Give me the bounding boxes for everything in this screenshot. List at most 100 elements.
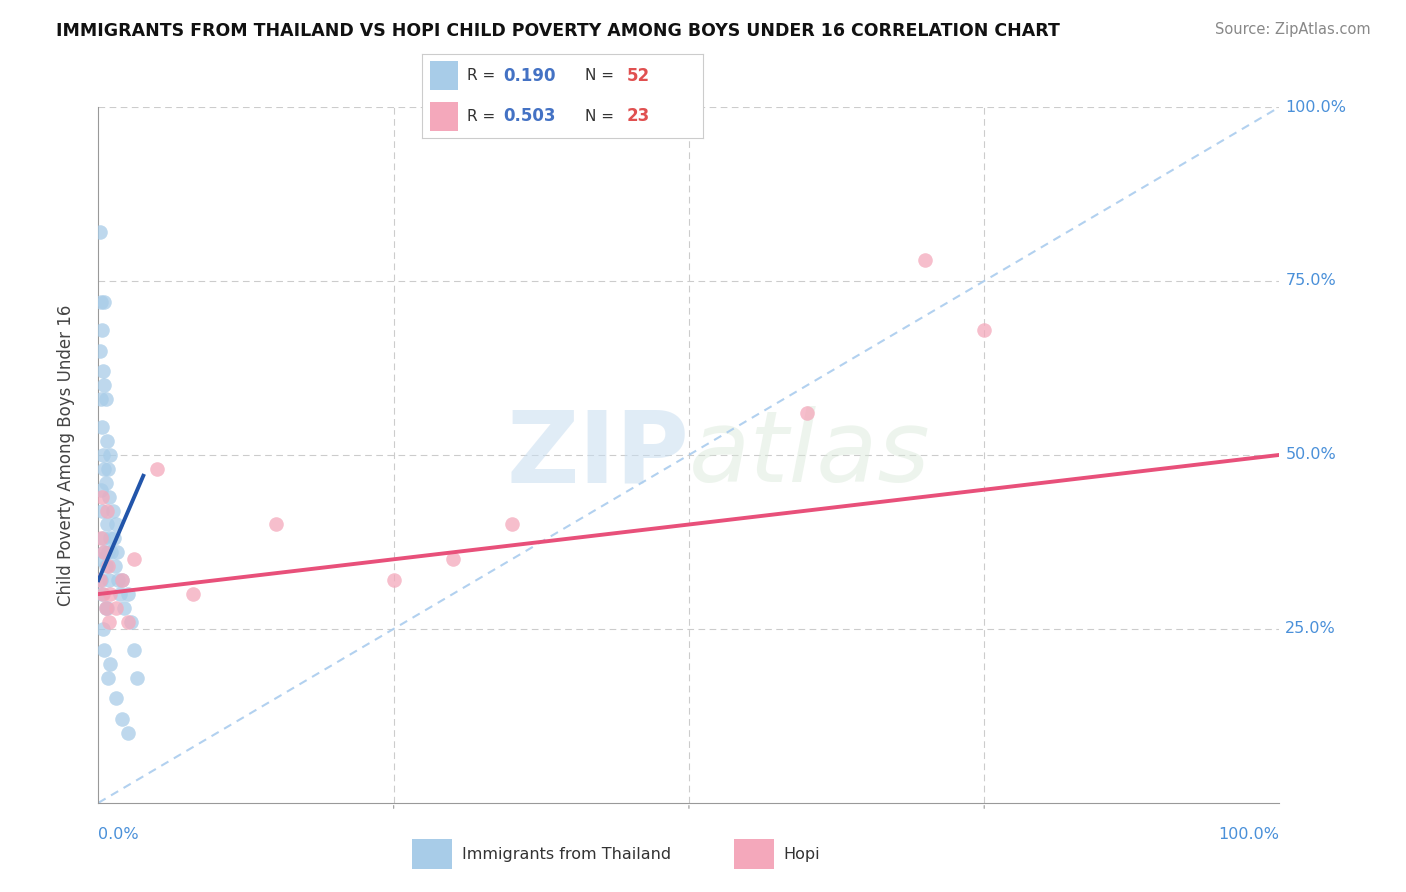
Point [96, 434, 118, 448]
Point [264, 517, 287, 532]
Point [105, 691, 128, 706]
Point [111, 573, 134, 587]
Y-axis label: Child Poverty Among Boys Under 16: Child Poverty Among Boys Under 16 [56, 304, 75, 606]
Point [111, 712, 134, 726]
Point [117, 587, 139, 601]
Bar [412, 839, 453, 869]
Text: 100.0%: 100.0% [1285, 100, 1347, 114]
Point [441, 552, 464, 566]
Point [122, 552, 145, 566]
Point [98, 532, 121, 546]
Point [93, 642, 115, 657]
Point [104, 559, 127, 574]
Point [90, 392, 112, 407]
Text: 100.0%: 100.0% [1219, 827, 1279, 842]
Point [90, 294, 112, 309]
Point [96, 503, 118, 517]
Text: 23: 23 [627, 107, 651, 125]
Point [91, 323, 114, 337]
Point [93, 378, 115, 392]
Point [91, 420, 114, 434]
Point [112, 601, 135, 615]
Point [93, 545, 115, 559]
Point [796, 406, 818, 420]
Point [101, 503, 124, 517]
Point [91, 587, 114, 601]
Point [973, 323, 995, 337]
Point [98, 448, 121, 462]
Point [105, 517, 128, 532]
Point [103, 532, 125, 546]
Point [146, 462, 169, 476]
Text: ZIP: ZIP [506, 407, 689, 503]
Point [382, 573, 405, 587]
Point [107, 573, 129, 587]
Point [108, 587, 131, 601]
Bar [430, 102, 458, 130]
Point [100, 545, 122, 559]
Text: 52: 52 [627, 67, 650, 85]
Text: R =: R = [467, 68, 501, 83]
Point [91, 364, 114, 378]
Point [96, 517, 118, 532]
Point [91, 490, 114, 504]
Point [94, 392, 117, 407]
Text: 0.190: 0.190 [503, 67, 555, 85]
Text: Hopi: Hopi [783, 847, 820, 862]
Point [914, 253, 936, 268]
Point [94, 559, 117, 574]
Text: 0.503: 0.503 [503, 107, 555, 125]
Point [89, 552, 111, 566]
Point [91, 622, 114, 636]
Point [122, 642, 145, 657]
Point [117, 726, 139, 740]
Point [94, 601, 117, 615]
Point [96, 601, 118, 615]
Point [105, 601, 128, 615]
Point [98, 615, 121, 629]
Point [127, 671, 149, 685]
Point [94, 601, 117, 615]
Point [93, 545, 115, 559]
Point [89, 573, 111, 587]
Point [97, 559, 120, 574]
Point [98, 657, 121, 671]
Point [91, 532, 114, 546]
Point [98, 587, 121, 601]
Text: 25.0%: 25.0% [1285, 622, 1336, 636]
Point [90, 573, 112, 587]
Point [97, 545, 120, 559]
Text: Source: ZipAtlas.com: Source: ZipAtlas.com [1215, 22, 1371, 37]
Point [90, 483, 112, 497]
Point [98, 490, 121, 504]
Text: 0.0%: 0.0% [98, 827, 139, 842]
Text: N =: N = [585, 68, 619, 83]
Point [111, 573, 134, 587]
Text: R =: R = [467, 109, 501, 124]
Text: IMMIGRANTS FROM THAILAND VS HOPI CHILD POVERTY AMONG BOYS UNDER 16 CORRELATION C: IMMIGRANTS FROM THAILAND VS HOPI CHILD P… [56, 22, 1060, 40]
Text: atlas: atlas [689, 407, 931, 503]
Point [91, 503, 114, 517]
Text: 75.0%: 75.0% [1285, 274, 1336, 288]
Point [91, 587, 114, 601]
Point [97, 671, 120, 685]
Point [90, 532, 112, 546]
Point [94, 475, 117, 490]
Point [91, 448, 114, 462]
Point [98, 573, 121, 587]
Point [89, 343, 111, 358]
Point [89, 225, 111, 239]
Point [93, 294, 115, 309]
Text: Immigrants from Thailand: Immigrants from Thailand [461, 847, 671, 862]
Point [501, 517, 523, 532]
Point [181, 587, 204, 601]
Point [93, 462, 115, 476]
Point [105, 545, 128, 559]
Text: N =: N = [585, 109, 619, 124]
Point [97, 462, 120, 476]
Bar [430, 62, 458, 90]
Point [121, 615, 143, 629]
Text: 50.0%: 50.0% [1285, 448, 1336, 462]
Bar [734, 839, 775, 869]
Point [117, 615, 139, 629]
